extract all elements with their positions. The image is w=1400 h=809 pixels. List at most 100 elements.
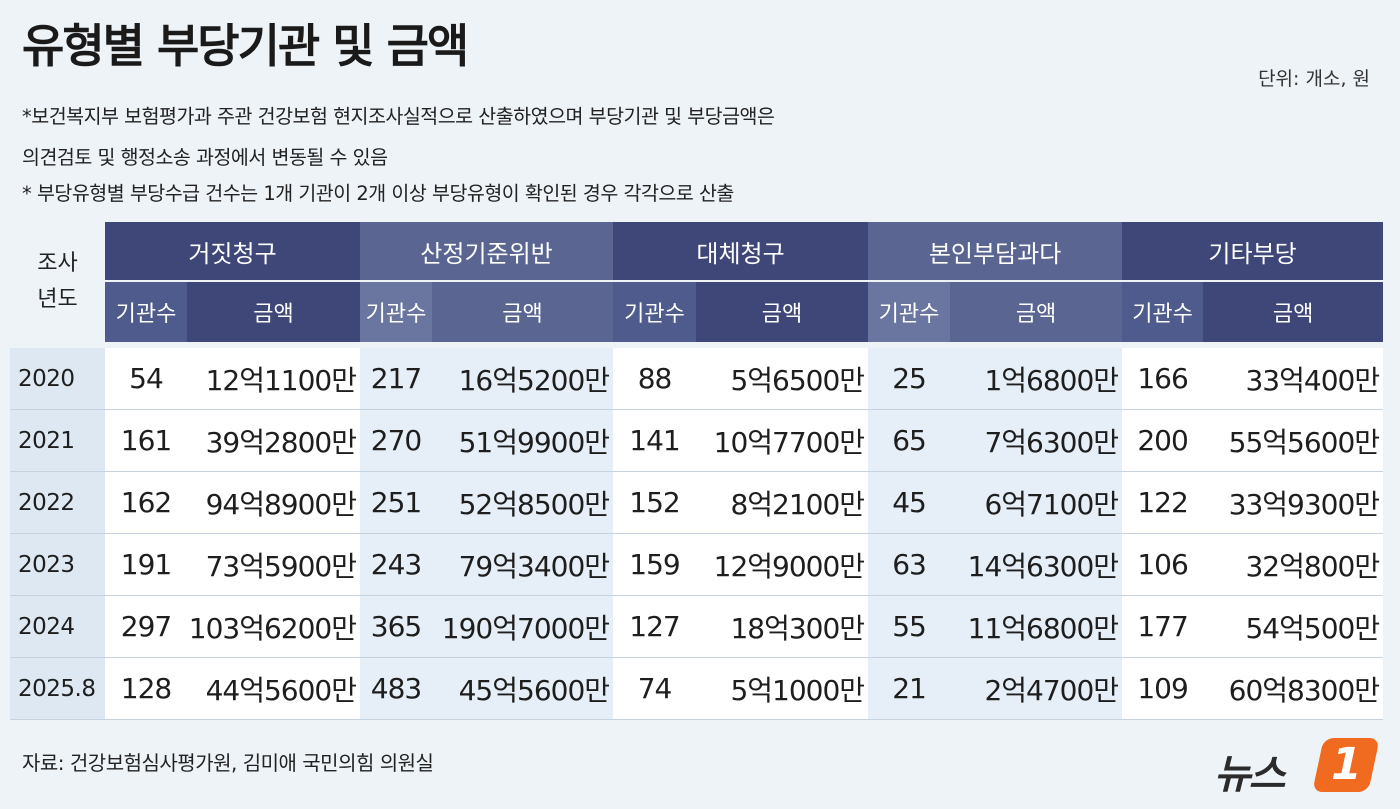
subheader-count: 기관수 [868, 281, 951, 342]
cell-amount: 11억6800만 [950, 595, 1123, 658]
subheader-count: 기관수 [105, 281, 187, 342]
subheader-count: 기관수 [613, 281, 697, 342]
subheader-amount: 금액 [696, 281, 869, 342]
cell-amount: 6억7100만 [950, 471, 1123, 534]
cell-amount: 2억4700만 [950, 657, 1123, 720]
cell-count: 166 [1122, 348, 1204, 410]
cell-amount: 12억1100만 [187, 348, 361, 410]
cell-amount: 18억300만 [696, 595, 869, 658]
cell-count: 109 [1122, 657, 1204, 720]
cell-amount: 45억5600만 [432, 657, 614, 720]
cell-count: 152 [613, 471, 697, 534]
cell-count: 141 [613, 409, 697, 472]
cell-count: 161 [105, 409, 187, 472]
cell-count: 177 [1122, 595, 1204, 658]
cell-count: 270 [360, 409, 433, 472]
row-year: 2024 [10, 595, 105, 658]
cell-amount: 44억5600만 [187, 657, 361, 720]
cell-count: 74 [613, 657, 697, 720]
table-row: 2025.8 128 44억5600만 483 45억5600만 74 5억1000만 21 2… [10, 657, 1384, 720]
cell-amount: 7억6300만 [950, 409, 1123, 472]
unit-label: 단위: 개소, 원 [1258, 68, 1370, 90]
cell-amount: 33억400만 [1203, 348, 1384, 410]
cell-amount: 12억9000만 [696, 533, 869, 596]
subheader-amount: 금액 [432, 281, 614, 342]
cell-count: 162 [105, 471, 187, 534]
cell-count: 200 [1122, 409, 1204, 472]
subheader-amount: 금액 [187, 281, 361, 342]
table-spacer [10, 342, 1384, 348]
cell-count: 191 [105, 533, 187, 596]
row-year: 2021 [10, 409, 105, 472]
subheader-count: 기관수 [360, 281, 433, 342]
table-row: 2024 297 103억6200만 365 190억7000만 127 18억300만 55… [10, 595, 1384, 658]
cell-count: 55 [868, 595, 951, 658]
cell-amount: 73억5900만 [187, 533, 361, 596]
cell-count: 297 [105, 595, 187, 658]
cell-count: 25 [868, 348, 951, 410]
cell-amount: 60억8300만 [1203, 657, 1384, 720]
cell-count: 45 [868, 471, 951, 534]
note-line-2: 의견검토 및 행정소송 과정에서 변동될 수 있음 [22, 146, 388, 169]
subheader-amount: 금액 [950, 281, 1123, 342]
page-title: 유형별 부당기관 및 금액 [22, 19, 469, 73]
cell-amount: 51억9900만 [432, 409, 614, 472]
cell-amount: 1억6800만 [950, 348, 1123, 410]
news1-logo: 뉴스 1 [1214, 738, 1380, 798]
cell-count: 21 [868, 657, 951, 720]
cell-count: 65 [868, 409, 951, 472]
cell-amount: 94억8900만 [187, 471, 361, 534]
cell-amount: 5억1000만 [696, 657, 869, 720]
cell-amount: 8억2100만 [696, 471, 869, 534]
cell-count: 251 [360, 471, 433, 534]
group-header-false-claim: 거짓청구 [105, 222, 361, 282]
data-table: 조사 년도 거짓청구 산정기준위반 대체청구 본인부담과다 기타부당 기관수 금… [10, 222, 1384, 720]
year-header-line-2: 년도 [37, 287, 78, 312]
cell-count: 54 [105, 348, 187, 410]
source-note: 자료: 건강보험심사평가원, 김미애 국민의힘 의원실 [22, 751, 434, 775]
cell-amount: 55억5600만 [1203, 409, 1384, 472]
table-row: 2020 54 12억1100만 217 16억5200만 88 5억6500만 25 1억68… [10, 348, 1384, 410]
cell-amount: 103억6200만 [187, 595, 361, 658]
cell-count: 217 [360, 348, 433, 410]
cell-count: 128 [105, 657, 187, 720]
group-header-other: 기타부당 [1122, 222, 1384, 282]
group-header-calc-violation: 산정기준위반 [360, 222, 614, 282]
cell-amount: 54억500만 [1203, 595, 1384, 658]
cell-amount: 52억8500만 [432, 471, 614, 534]
logo-text: 뉴스 [1214, 752, 1286, 798]
row-year: 2020 [10, 348, 105, 410]
cell-amount: 14억6300만 [950, 533, 1123, 596]
group-header-substitute-claim: 대체청구 [613, 222, 869, 282]
cell-amount: 79억3400만 [432, 533, 614, 596]
note-line-3: * 부당유형별 부당수급 건수는 1개 기관이 2개 이상 부당유형이 확인된 … [22, 182, 734, 205]
row-year: 2025.8 [10, 657, 105, 720]
cell-amount: 10억7700만 [696, 409, 869, 472]
row-year: 2023 [10, 533, 105, 596]
cell-count: 483 [360, 657, 433, 720]
cell-count: 127 [613, 595, 697, 658]
year-header-line-1: 조사 [37, 251, 78, 276]
row-year: 2022 [10, 471, 105, 534]
subheader-amount: 금액 [1203, 281, 1384, 342]
cell-amount: 16억5200만 [432, 348, 614, 410]
cell-count: 63 [868, 533, 951, 596]
cell-count: 106 [1122, 533, 1204, 596]
cell-amount: 32억800만 [1203, 533, 1384, 596]
note-line-1: *보건복지부 보험평가과 주관 건강보험 현지조사실적으로 산출하였으며 부당기… [22, 105, 775, 128]
table-row: 2022 162 94억8900만 251 52억8500만 152 8억2100만 45 6억… [10, 471, 1384, 534]
spacer-cell [10, 342, 1384, 348]
cell-amount: 5억6500만 [696, 348, 869, 410]
group-header-excess-copay: 본인부담과다 [868, 222, 1123, 282]
cell-count: 365 [360, 595, 433, 658]
subheader-count: 기관수 [1122, 281, 1204, 342]
cell-count: 88 [613, 348, 697, 410]
year-header: 조사 년도 [10, 222, 105, 342]
table-row: 2023 191 73억5900만 243 79억3400만 159 12억9000만 63 1… [10, 533, 1384, 596]
cell-count: 159 [613, 533, 697, 596]
table-body: 2020 54 12억1100만 217 16억5200만 88 5억6500만 25 1억68… [10, 342, 1384, 720]
cell-amount: 190억7000만 [432, 595, 614, 658]
logo-badge: 1 [1312, 738, 1380, 792]
cell-amount: 33억9300만 [1203, 471, 1384, 534]
cell-amount: 39억2800만 [187, 409, 361, 472]
